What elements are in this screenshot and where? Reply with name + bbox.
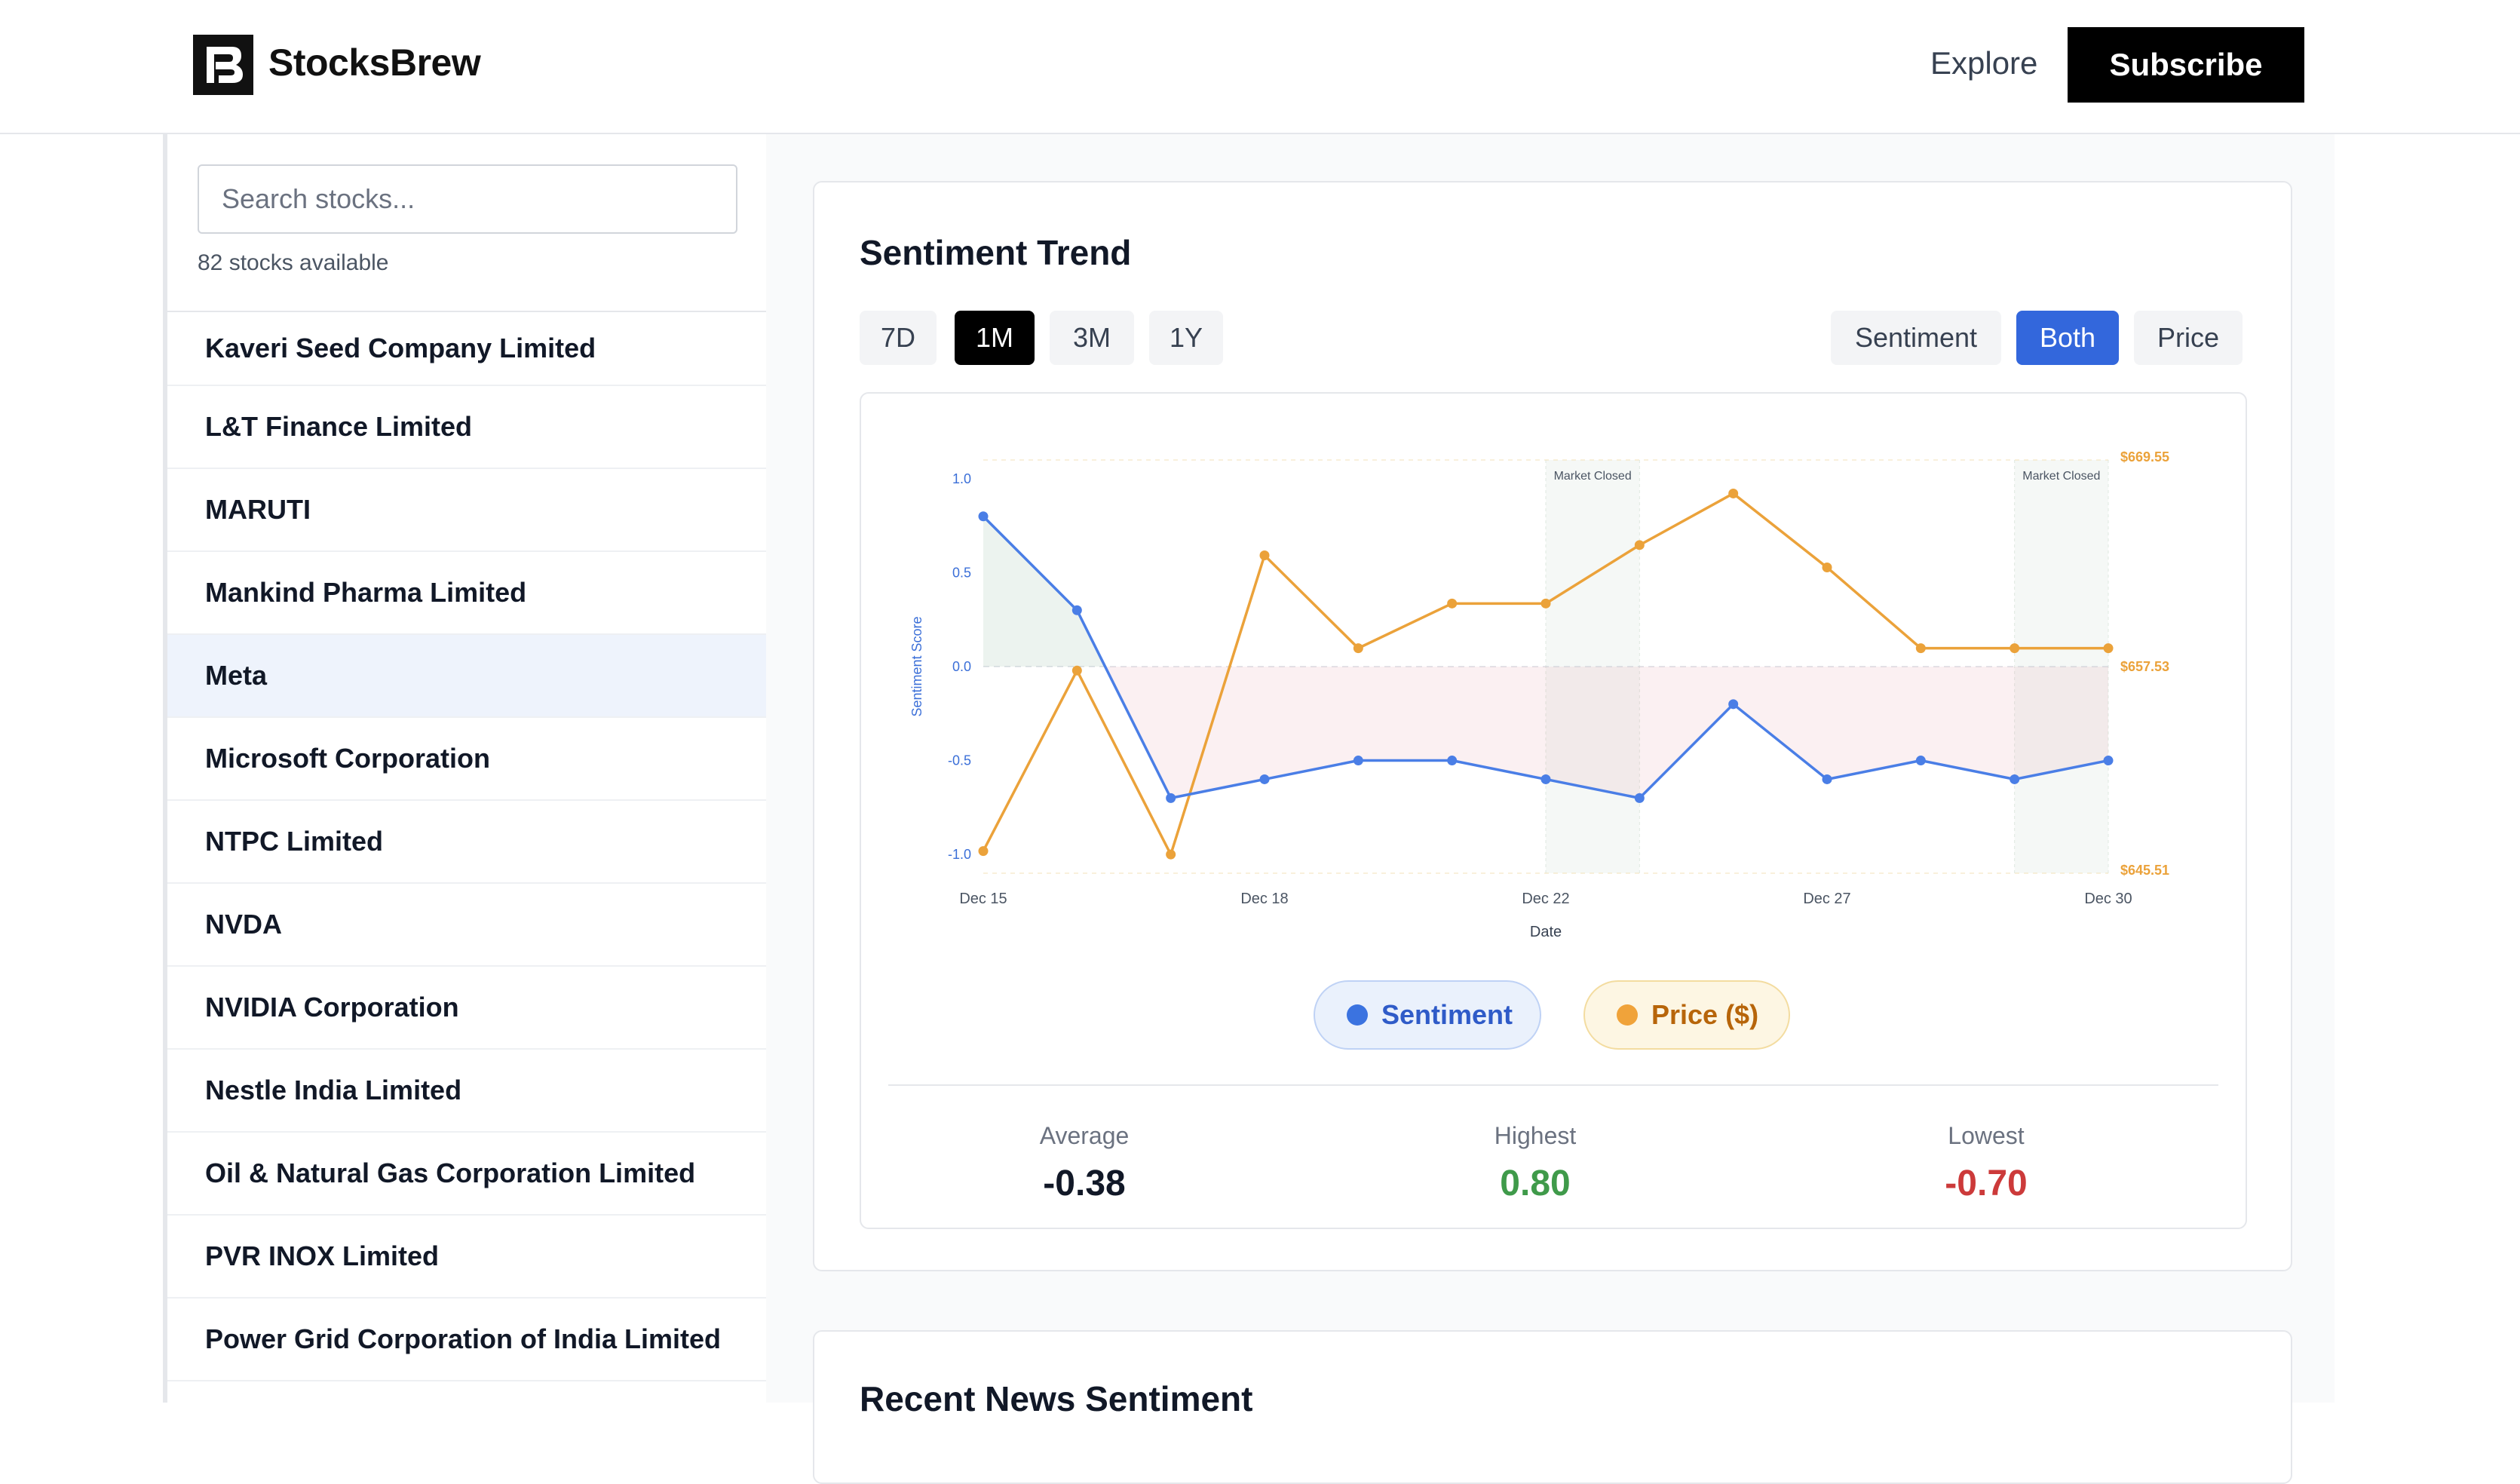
x-tick-label: Dec 30 [2084,891,2132,907]
sentiment-dot-icon [1347,1004,1368,1026]
stock-list-item[interactable]: Power Grid Corporation of India Limited [167,1298,769,1381]
y-tick-label: 1.0 [952,471,971,486]
stock-list-item[interactable]: L&T Finance Limited [167,386,769,469]
price-dot-icon [1617,1004,1638,1026]
mode-both-button[interactable]: Both [2016,311,2119,365]
stats-divider [888,1084,2218,1086]
y-tick-label: 0.0 [952,659,971,674]
x-tick-label: Dec 27 [1803,891,1850,907]
stat-lowest-value: -0.70 [1945,1164,2028,1203]
sentiment-point [1822,774,1832,784]
stat-average-value: -0.38 [1043,1164,1126,1203]
stock-list: Kaveri Seed Company Limited L&T Finance … [167,311,769,1381]
price-point [1071,665,1082,676]
stock-list-item[interactable]: MARUTI [167,469,769,552]
sentiment-point [1166,793,1176,803]
price-point [1353,643,1363,654]
legend-price-toggle[interactable]: Price ($) [1583,980,1790,1050]
stat-highest-value: 0.80 [1500,1164,1571,1203]
search-input[interactable] [198,164,737,234]
price-point [1915,643,1926,654]
sentiment-point [2010,774,2020,784]
stock-list-item[interactable]: PVR INOX Limited [167,1216,769,1298]
card-title: Sentiment Trend [860,233,1132,272]
sentiment-point [1447,756,1458,766]
nav-explore-link[interactable]: Explore [1930,45,2038,81]
y2-tick-label: $645.51 [2120,863,2169,878]
x-tick-label: Dec 22 [1522,891,1569,907]
x-tick-label: Dec 15 [959,891,1007,907]
legend-sentiment-label: Sentiment [1381,999,1513,1030]
legend-price-label: Price ($) [1651,999,1759,1030]
sentiment-point [1071,605,1082,615]
sentiment-positive-area [983,516,1105,667]
sentiment-negative-area [1105,667,2108,799]
range-3m-button[interactable]: 3M [1050,311,1134,365]
mode-price-button[interactable]: Price [2134,311,2243,365]
stock-list-item[interactable]: Microsoft Corporation [167,718,769,801]
stock-list-item[interactable]: NVIDIA Corporation [167,967,769,1050]
y-tick-label: 0.5 [952,565,971,580]
brand-logo[interactable] [193,35,253,95]
stat-lowest-label: Lowest [1948,1122,2025,1149]
main-content: Sentiment Trend 7D 1M 3M 1Y Sentiment Bo… [766,134,2335,1484]
stock-list-item[interactable]: Kaveri Seed Company Limited [167,312,769,386]
news-card-title: Recent News Sentiment [860,1379,1253,1418]
price-point [1259,550,1270,561]
price-point [1166,849,1176,860]
y2-tick-label: $669.55 [2120,449,2169,465]
price-point [2103,643,2114,654]
price-point [1822,562,1832,572]
price-point [978,846,989,857]
brand-name[interactable]: StocksBrew [268,41,481,84]
sentiment-point [1259,774,1270,784]
market-closed-label: Market Closed [1554,470,1632,483]
sentiment-point [978,511,989,522]
stocks-count: 82 stocks available [198,250,389,275]
sentiment-point [2103,756,2114,766]
x-axis-label: Date [1530,924,1562,940]
price-point [1447,598,1458,609]
sentiment-point [1634,793,1645,803]
stock-list-item[interactable]: NTPC Limited [167,801,769,884]
market-closed-label: Market Closed [2022,470,2100,483]
subscribe-button[interactable]: Subscribe [2068,27,2304,103]
y-axis-label: Sentiment Score [909,616,924,716]
stock-list-item[interactable]: Oil & Natural Gas Corporation Limited [167,1133,769,1216]
y-tick-label: -1.0 [948,847,971,862]
sentiment-point [1728,699,1739,710]
stat-average-label: Average [1039,1122,1130,1149]
logo-mark-icon [193,35,253,95]
sentiment-price-chart: Market Closed Market Closed 1.0 0.5 0.0 -0.5 -… [909,449,2169,940]
stock-list-item[interactable]: NVDA [167,884,769,967]
chart-panel: Market Closed Market Closed 1.0 0.5 0.0 -0.5 -… [860,392,2247,1229]
sentiment-point [1353,756,1363,766]
mode-sentiment-button[interactable]: Sentiment [1831,311,2001,365]
range-1y-button[interactable]: 1Y [1149,311,1223,365]
stock-sidebar: 82 stocks available Kaveri Seed Company … [163,134,771,1403]
x-tick-label: Dec 18 [1240,891,1288,907]
price-point [1634,540,1645,550]
price-point [2010,643,2020,654]
top-header: StocksBrew Explore Subscribe [0,0,2520,134]
sentiment-point [1541,774,1551,784]
stat-highest-label: Highest [1494,1122,1577,1149]
y2-tick-label: $657.53 [2120,659,2169,674]
stock-list-item[interactable]: Mankind Pharma Limited [167,552,769,635]
range-7d-button[interactable]: 7D [860,311,937,365]
stock-list-item-selected[interactable]: Meta [167,635,769,718]
sentiment-point [1915,756,1926,766]
price-point [1541,598,1551,609]
legend-sentiment-toggle[interactable]: Sentiment [1314,980,1541,1050]
y-tick-label: -0.5 [948,753,971,768]
sentiment-trend-card: Sentiment Trend 7D 1M 3M 1Y Sentiment Bo… [813,181,2292,1271]
range-1m-button[interactable]: 1M [955,311,1035,365]
price-point [1728,488,1739,498]
news-sentiment-card: Recent News Sentiment [813,1330,2292,1484]
market-closed-band [1546,460,1640,873]
stock-list-item[interactable]: Nestle India Limited [167,1050,769,1133]
